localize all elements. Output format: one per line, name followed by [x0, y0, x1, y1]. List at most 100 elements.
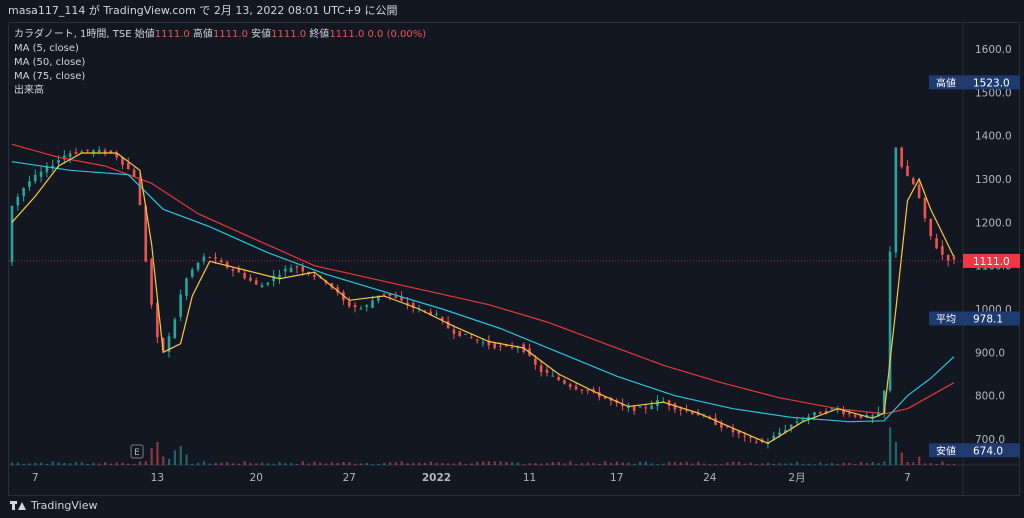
volume-bar	[673, 462, 677, 465]
candle-body	[818, 412, 822, 414]
volume-bar	[796, 461, 799, 465]
candle-body	[510, 346, 514, 348]
volume-bar	[51, 461, 54, 465]
volume-bar	[98, 463, 101, 465]
candle-body	[353, 304, 357, 308]
candle-body	[877, 412, 880, 417]
y-tick-label: 800.0	[975, 391, 1005, 403]
candle-body	[731, 428, 735, 433]
current-price-value-bg	[963, 253, 1020, 268]
legend-low-label: 安値	[251, 29, 272, 40]
candle-body	[167, 336, 171, 352]
candle-body	[627, 407, 630, 409]
volume-bar	[732, 461, 735, 465]
volume-bar	[348, 462, 351, 465]
volume-bar	[150, 448, 153, 465]
candle-body	[371, 300, 374, 308]
volume-bar	[74, 461, 78, 465]
volume-bar	[877, 463, 880, 465]
volume-bar	[836, 463, 839, 465]
chart-frame[interactable]	[8, 22, 1020, 496]
y-tick-label: 1500.0	[975, 87, 1012, 99]
volume-bar	[557, 461, 560, 465]
candle-body	[586, 389, 589, 391]
candle-body	[347, 301, 351, 307]
y-tick-label: 1400.0	[975, 131, 1012, 143]
volume-bar	[551, 462, 554, 465]
legend-volume[interactable]: 出来高	[14, 85, 44, 96]
candle-body	[911, 178, 915, 185]
volume-bar	[935, 463, 938, 465]
candle-body	[63, 155, 66, 160]
candle-body	[859, 415, 863, 418]
volume-bar	[435, 462, 438, 465]
volume-bar	[144, 461, 147, 465]
footer-bar	[0, 496, 1024, 518]
legend-ma75[interactable]: MA (75, close)	[14, 71, 86, 82]
volume-bar	[650, 463, 653, 465]
volume-bar	[133, 464, 136, 465]
candle-body	[394, 296, 398, 299]
candle-body	[161, 338, 165, 351]
volume-bar	[726, 462, 729, 465]
average-value-bg	[963, 311, 1020, 326]
tradingview-logo-icon	[10, 500, 26, 511]
volume-bar	[505, 461, 508, 465]
ma50-line	[11, 161, 955, 423]
volume-bar	[34, 462, 37, 465]
candle-body	[679, 408, 683, 411]
candle-body	[574, 386, 578, 390]
volume-bar	[737, 461, 741, 465]
volume-bar	[644, 461, 648, 465]
legend-ma50[interactable]: MA (50, close)	[14, 57, 86, 68]
candle-body	[789, 424, 793, 428]
candle-body	[725, 426, 729, 428]
candle-body	[33, 174, 37, 182]
y-tick-label: 900.0	[975, 347, 1005, 359]
volume-bar	[400, 461, 403, 465]
volume-bar	[208, 463, 211, 465]
publish-info: masa117_114 が TradingView.com で 2月 13, 2…	[8, 4, 398, 17]
volume-bar	[766, 462, 770, 465]
volume-bar	[918, 456, 921, 465]
candle-body	[923, 197, 927, 219]
volume-bar	[86, 463, 89, 465]
candle-body	[237, 268, 241, 273]
volume-bar	[231, 463, 235, 465]
candle-body	[289, 267, 293, 273]
legend-low: 1111.0	[271, 29, 307, 40]
x-tick-label: 17	[610, 472, 623, 484]
tradingview-logo[interactable]: TradingView	[10, 499, 97, 512]
candle-body	[888, 251, 892, 391]
volume-bar	[929, 463, 932, 465]
x-tick-label: 20	[250, 472, 263, 484]
candle-body	[563, 380, 566, 384]
candle-body	[249, 277, 252, 281]
volume-bar	[185, 454, 188, 465]
volume-bar	[569, 461, 572, 465]
volume-bar	[545, 463, 549, 465]
volume-bar	[522, 464, 525, 465]
volume-bar	[319, 462, 322, 465]
candle-body	[906, 165, 909, 177]
candle-body	[882, 390, 886, 414]
volume-bar	[493, 461, 496, 465]
volume-bar	[691, 463, 694, 465]
candle-body	[894, 147, 898, 253]
candle-body	[231, 269, 235, 271]
current-price-value: 1111.0	[973, 256, 1010, 268]
candle-body	[807, 416, 810, 419]
candle-body	[539, 365, 543, 372]
candle-body	[737, 430, 741, 434]
candle-body	[644, 407, 648, 409]
volume-bar	[16, 462, 20, 465]
volume-bar	[854, 464, 857, 465]
volume-bar	[859, 461, 863, 465]
legend-close: 1111.0	[329, 29, 365, 40]
candle-body	[440, 317, 444, 321]
volume-bar	[883, 461, 886, 465]
legend-ma5[interactable]: MA (5, close)	[14, 43, 79, 54]
x-tick-label: 7	[32, 472, 39, 484]
volume-bar	[342, 461, 345, 465]
